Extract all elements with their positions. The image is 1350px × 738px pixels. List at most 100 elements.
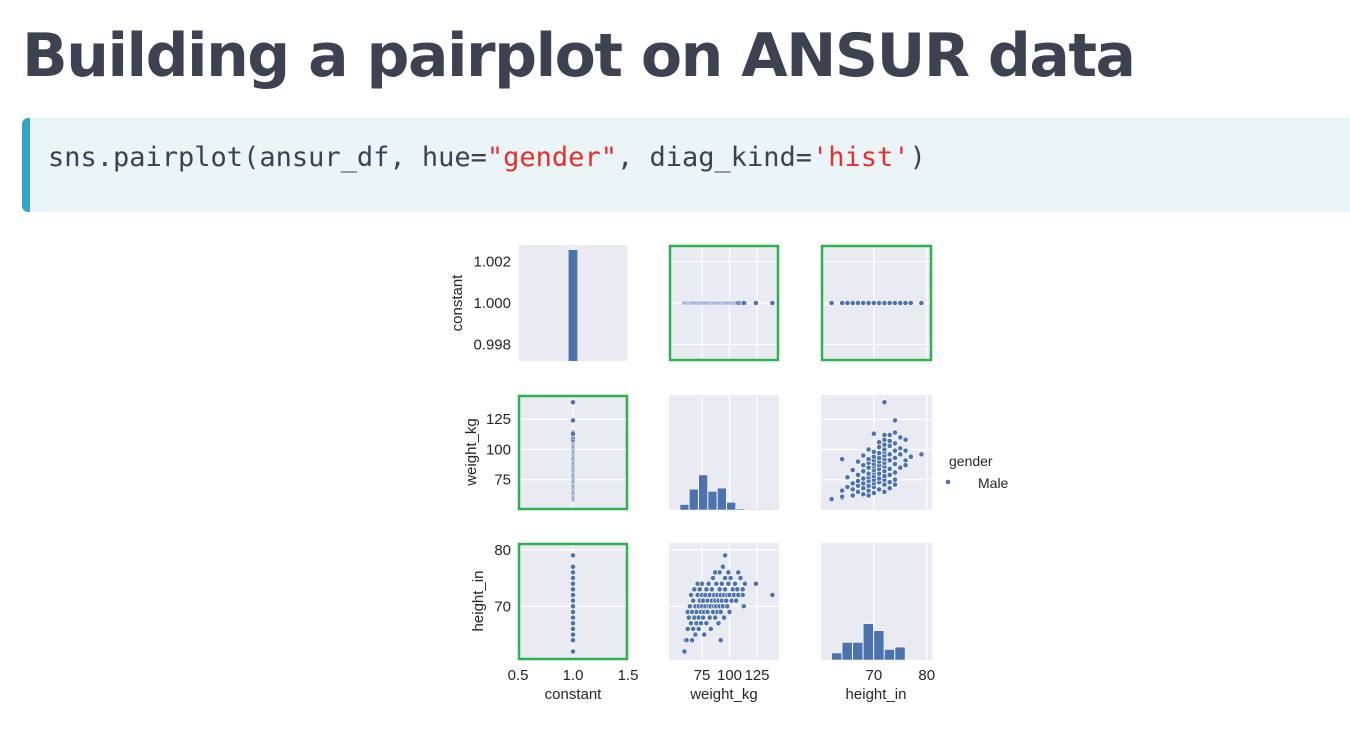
point-height-vs-weight [722,575,728,581]
point-height-vs-weight [753,580,759,587]
point-weight-vs-height [892,440,898,447]
point-weight-vs-height [892,481,898,488]
point-weight-vs-height [855,482,861,489]
point-height-vs-weight [703,586,710,593]
point-constant-vs-weight [753,300,759,306]
point-weight-vs-height [860,480,867,487]
point-weight-vs-height [886,442,893,449]
point-weight-vs-height [902,436,909,443]
hist-bar-weight_kg [717,487,727,511]
point-constant-vs-height [897,300,904,306]
point-height-vs-constant [570,597,576,604]
point-constant-vs-height [870,300,877,306]
point-weight-vs-height [855,458,861,465]
point-weight-vs-height [892,417,898,424]
point-height-vs-weight [733,597,739,604]
point-constant-vs-height [886,300,893,306]
point-weight-vs-height [865,446,872,453]
point-weight-vs-height [881,436,888,443]
point-weight-vs-height [897,445,904,452]
point-height-vs-weight [706,614,713,621]
highlight-box [668,244,780,362]
point-weight-vs-height [897,464,904,471]
point-height-vs-weight [691,586,698,593]
point-constant-vs-height [876,300,883,306]
x-tick-label-constant: 1.0 [563,667,584,684]
point-weight-vs-height [881,399,888,406]
hist-bar-height_in [884,649,895,661]
point-height-vs-weight [709,586,715,593]
code-close: ) [909,142,926,173]
point-height-vs-constant [570,648,576,655]
x-tick-label-constant: 0.5 [508,667,529,684]
point-height-vs-weight [722,586,728,593]
point-weight-vs-height [860,491,867,498]
point-height-vs-constant [570,620,576,627]
y-axis-label-height: height_in [470,571,487,632]
point-weight-vs-height [844,474,851,481]
x-axis-label-height: height_in [846,686,907,703]
point-height-vs-weight [690,626,697,632]
point-weight-vs-height [876,486,883,493]
point-weight-vs-height [892,429,898,436]
point-weight-vs-height [865,464,872,471]
legend-title: gender [949,453,993,469]
point-height-vs-constant [570,614,576,621]
point-height-vs-constant [570,609,576,615]
point-height-vs-weight [742,580,748,587]
point-weight-vs-height [849,467,856,473]
point-weight-vs-height [844,484,851,490]
hist-bar-weight_kg [689,488,699,511]
x-tick-label-height: 70 [866,667,883,684]
point-constant-vs-height [855,300,861,306]
point-height-vs-weight [698,620,704,627]
point-height-vs-weight [700,614,706,621]
point-height-vs-constant [570,580,576,587]
point-height-vs-weight [712,614,719,621]
point-height-vs-weight [692,631,699,638]
code-string-hist: 'hist' [812,142,910,173]
point-weight-vs-height [876,470,883,477]
point-constant-vs-weight [769,300,776,306]
point-weight-vs-height [892,469,898,476]
point-constant-vs-height [865,300,872,306]
hist-bar-weight_kg [735,508,746,511]
point-height-vs-constant [570,586,576,593]
point-height-vs-weight [716,586,723,593]
point-weight-vs-height [918,451,925,458]
hist-bar-weight_kg [698,474,708,511]
point-height-vs-weight [681,648,688,655]
hist-bar-weight_kg [679,504,690,511]
point-height-vs-weight [740,603,747,610]
point-height-vs-weight [739,586,746,593]
x-tick-label-weight: 125 [744,667,769,684]
point-weight-vs-height [849,480,856,487]
point-weight-vs-height [881,473,888,480]
point-weight-vs-height [865,470,872,477]
point-weight-vs-height [886,479,893,486]
point-constant-vs-weight [740,300,747,306]
point-weight-vs-height [886,457,893,464]
point-constant-vs-height [849,300,856,306]
point-weight-vs-height [892,461,898,467]
point-height-vs-constant [570,592,576,598]
point-weight-vs-height [860,462,867,469]
point-height-vs-weight [687,603,693,610]
hist-bar-constant [568,250,578,361]
point-constant-vs-height [828,300,835,306]
point-height-vs-weight [689,637,695,644]
point-height-vs-weight [732,580,738,587]
point-height-vs-weight [724,603,731,610]
point-height-vs-weight [683,637,690,644]
point-height-vs-weight [685,614,692,621]
code-arg: , diag_kind= [616,142,813,173]
hist-bar-weight_kg [753,509,763,511]
point-height-vs-weight [715,620,722,627]
point-height-vs-weight [688,620,694,627]
point-height-vs-constant [570,637,576,644]
highlight-box [517,394,629,511]
point-weight-vs-height [886,485,893,492]
point-weight-vs-height [876,475,883,482]
point-constant-vs-height [844,300,851,306]
x-tick-label-constant: 1.5 [618,667,639,684]
